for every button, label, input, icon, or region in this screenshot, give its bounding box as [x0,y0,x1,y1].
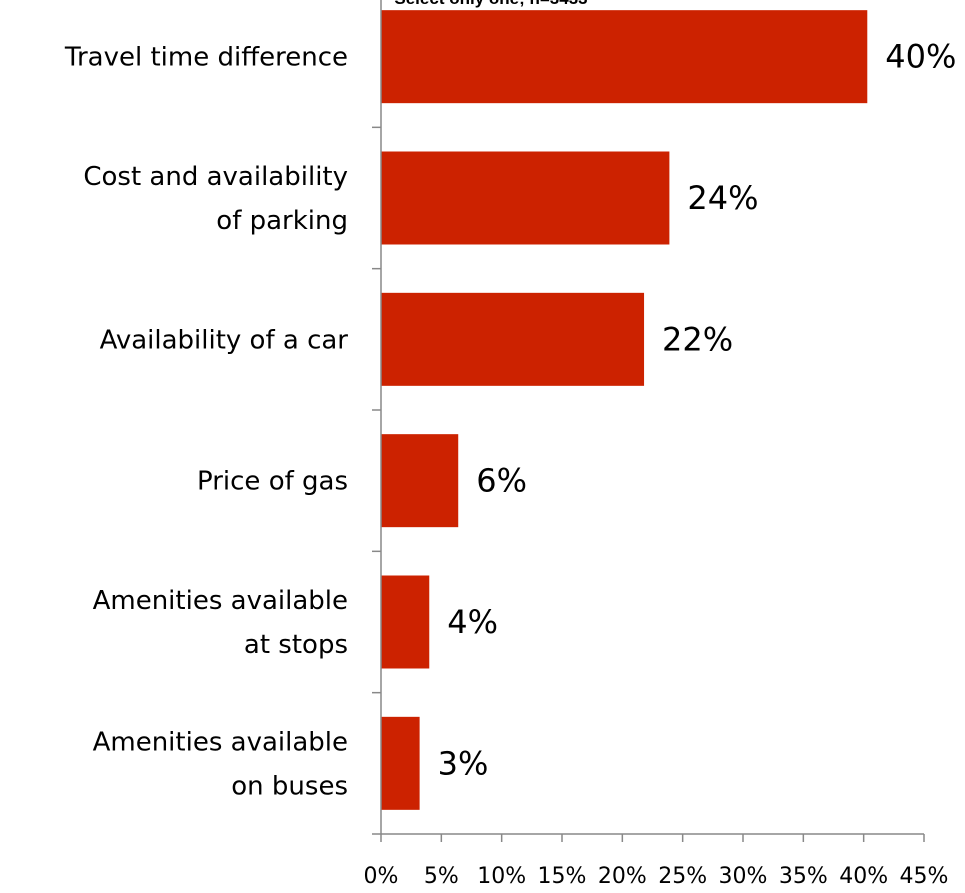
data-label: 24% [687,179,758,217]
data-label: 4% [447,603,498,641]
bar [381,576,429,669]
chart-caption: Select only one; n=3433 [394,0,587,8]
category-label: Cost and availability [83,162,348,192]
x-tick-label: 0% [364,864,399,889]
data-label: 6% [476,462,527,500]
category-label: Travel time difference [64,43,348,73]
x-tick-label: 25% [658,864,707,889]
x-tick-label: 20% [598,864,647,889]
x-tick-label: 35% [779,864,828,889]
data-label: 40% [885,38,956,76]
x-tick-label: 40% [839,864,888,889]
bar [381,434,458,527]
category-label: Availability of a car [100,325,349,355]
x-tick-label: 5% [424,864,459,889]
category-label: Price of gas [197,467,348,497]
category-label: of parking [216,206,348,236]
bar [381,10,867,103]
x-tick-label: 15% [538,864,587,889]
bar [381,152,669,245]
category-label: Amenities available [93,727,348,757]
data-label: 3% [438,744,489,782]
x-tick-label: 30% [719,864,768,889]
bar [381,293,644,386]
category-label: on buses [231,771,348,801]
bar [381,717,420,810]
category-label: at stops [244,630,348,660]
x-tick-label: 45% [900,864,949,889]
data-label: 22% [662,320,733,358]
x-tick-label: 10% [477,864,526,889]
category-label: Amenities available [93,586,348,616]
